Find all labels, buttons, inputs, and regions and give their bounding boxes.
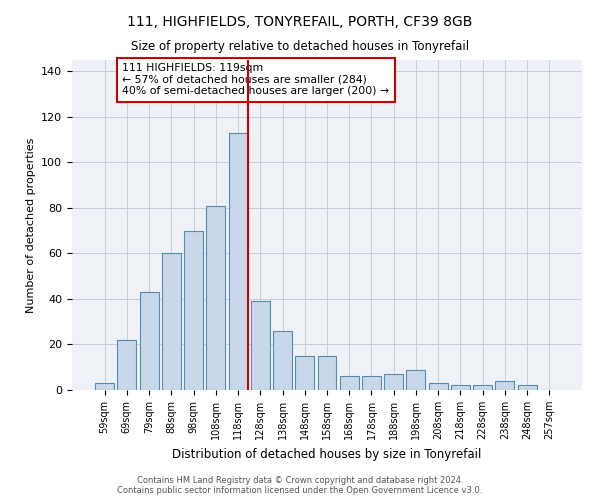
Text: Size of property relative to detached houses in Tonyrefail: Size of property relative to detached ho… — [131, 40, 469, 53]
Bar — [496, 381, 514, 390]
Bar — [473, 386, 492, 390]
Text: 111 HIGHFIELDS: 119sqm
← 57% of detached houses are smaller (284)
40% of semi-de: 111 HIGHFIELDS: 119sqm ← 57% of detached… — [122, 63, 389, 96]
Bar — [384, 374, 403, 390]
Bar — [518, 386, 536, 390]
Bar — [340, 376, 359, 390]
Bar — [206, 206, 225, 390]
Bar — [362, 376, 381, 390]
Bar — [429, 383, 448, 390]
Bar — [295, 356, 314, 390]
X-axis label: Distribution of detached houses by size in Tonyrefail: Distribution of detached houses by size … — [172, 448, 482, 460]
Bar — [95, 383, 114, 390]
Y-axis label: Number of detached properties: Number of detached properties — [26, 138, 35, 312]
Bar — [251, 301, 270, 390]
Text: Contains HM Land Registry data © Crown copyright and database right 2024.
Contai: Contains HM Land Registry data © Crown c… — [118, 476, 482, 495]
Bar — [273, 331, 292, 390]
Bar — [140, 292, 158, 390]
Bar — [229, 133, 248, 390]
Bar — [451, 386, 470, 390]
Bar — [118, 340, 136, 390]
Text: 111, HIGHFIELDS, TONYREFAIL, PORTH, CF39 8GB: 111, HIGHFIELDS, TONYREFAIL, PORTH, CF39… — [127, 15, 473, 29]
Bar — [184, 230, 203, 390]
Bar — [406, 370, 425, 390]
Bar — [162, 254, 181, 390]
Bar — [317, 356, 337, 390]
